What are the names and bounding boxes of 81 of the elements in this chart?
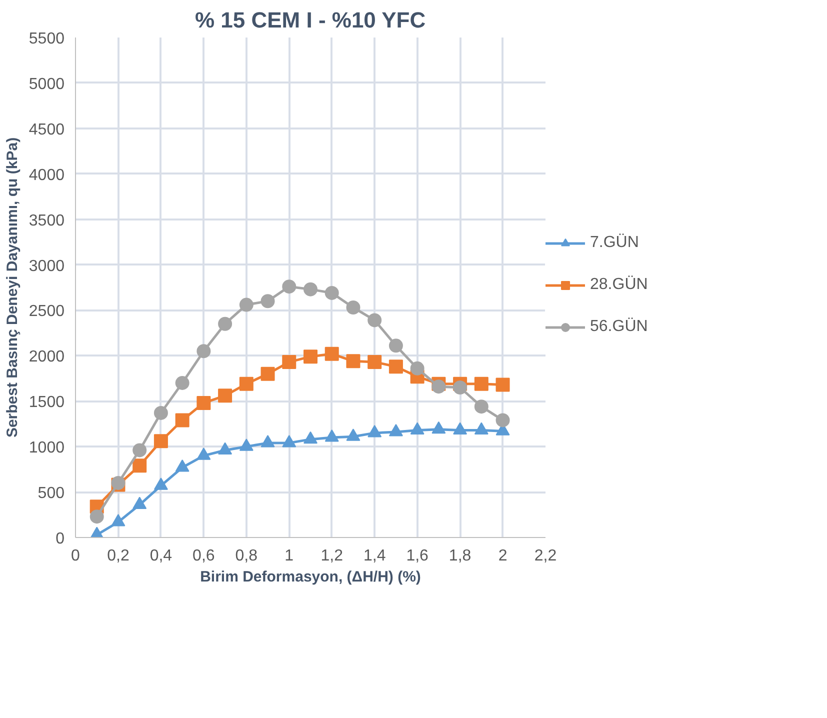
- x-tick-label: 1: [284, 548, 294, 564]
- point: [260, 294, 275, 308]
- point: [196, 448, 211, 460]
- point: [346, 428, 360, 441]
- point: [432, 421, 446, 434]
- point: [474, 400, 488, 414]
- x-tick-label: 2,2: [534, 548, 557, 564]
- point: [239, 438, 254, 451]
- point: [453, 380, 468, 394]
- y-axis-title: Serbest Basınç Deneyi Dayanımı, qu (kPa): [4, 137, 21, 438]
- point: [324, 346, 339, 361]
- point: [218, 442, 232, 454]
- point: [218, 388, 232, 403]
- x-tick-label: 0: [71, 548, 80, 564]
- point: [282, 355, 296, 370]
- point: [368, 424, 382, 438]
- y-tick-label: 3000: [28, 258, 65, 275]
- point: [218, 316, 232, 331]
- point: [432, 380, 446, 394]
- point: [282, 280, 296, 294]
- point: [410, 422, 424, 434]
- x-tick-label: 2: [498, 548, 508, 564]
- point: [324, 286, 339, 300]
- x-tick-label: 1,6: [406, 548, 429, 564]
- point: [132, 458, 147, 473]
- legend-label: 7.GÜN: [590, 234, 640, 252]
- point: [496, 378, 510, 392]
- point: [346, 300, 360, 314]
- point: [453, 422, 468, 434]
- chart-title: % 15 CEM I - %10 YFC: [194, 8, 426, 32]
- point: [196, 344, 211, 358]
- point: [132, 496, 147, 510]
- x-tick-label: 1,2: [320, 548, 344, 564]
- point: [239, 298, 254, 312]
- y-tick-label: 4500: [28, 121, 65, 138]
- point: [304, 431, 318, 444]
- y-tick-label: 5500: [28, 30, 65, 48]
- x-tick-label: 0,2: [107, 548, 130, 564]
- x-tick-label: 0,8: [235, 548, 258, 564]
- point: [111, 514, 126, 526]
- y-tick-label: 2000: [28, 348, 65, 366]
- x-tick-label: 1,4: [363, 548, 386, 564]
- legend-label: 56.GÜN: [590, 318, 649, 336]
- point: [474, 376, 488, 391]
- point: [388, 424, 403, 436]
- point: [304, 282, 318, 296]
- y-tick-label: 1000: [28, 440, 65, 457]
- y-tick-label: 2500: [28, 303, 65, 320]
- point: [239, 376, 254, 391]
- point: [175, 413, 190, 428]
- point: [196, 396, 211, 410]
- point: [260, 434, 275, 448]
- point: [388, 360, 403, 374]
- y-tick-label: 3500: [28, 212, 65, 230]
- point: [282, 434, 296, 448]
- point: [474, 422, 488, 434]
- point: [154, 406, 168, 420]
- y-tick-label: 5000: [28, 76, 65, 93]
- y-tick-label: 0: [56, 530, 65, 548]
- point: [368, 355, 382, 370]
- point: [368, 313, 382, 328]
- point: [175, 376, 190, 390]
- y-tick-label: 1500: [28, 394, 65, 412]
- point: [304, 350, 318, 364]
- point: [410, 361, 424, 376]
- point: [496, 413, 510, 428]
- point: [154, 478, 168, 490]
- legend-label: 28.GÜN: [590, 276, 649, 294]
- x-tick-label: 0,4: [150, 548, 172, 564]
- point: [132, 443, 147, 458]
- point: [260, 366, 275, 381]
- y-tick-label: 4000: [28, 166, 65, 184]
- point: [175, 459, 190, 472]
- x-tick-label: 1,8: [448, 548, 472, 564]
- point: [388, 338, 403, 353]
- x-tick-label: 0,6: [192, 548, 215, 564]
- x-axis-title: Birim Deformasyon, (ΔH/H) (%): [200, 568, 421, 586]
- y-tick-label: 500: [38, 485, 65, 502]
- point: [346, 354, 360, 368]
- point: [154, 434, 168, 448]
- point: [324, 429, 339, 442]
